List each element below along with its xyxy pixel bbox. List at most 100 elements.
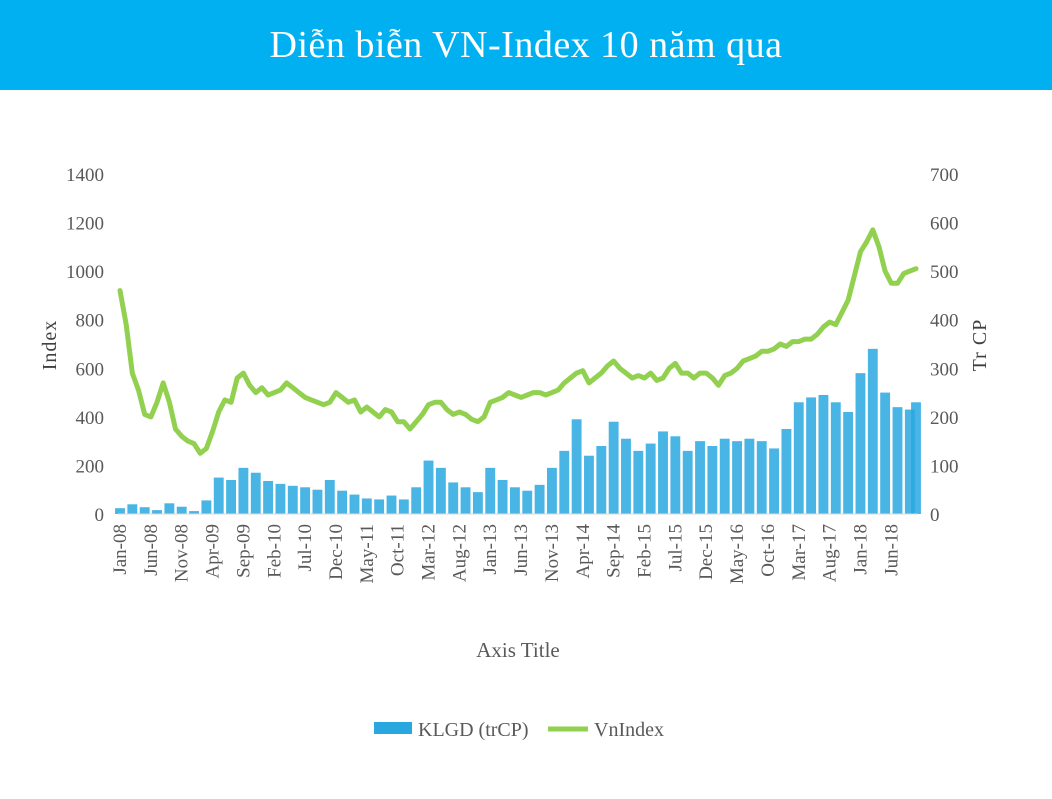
volume-bar <box>584 455 594 514</box>
x-tick-label: Jun-08 <box>141 524 162 576</box>
volume-bar <box>337 490 348 514</box>
volume-bar <box>769 448 780 514</box>
x-tick-label: Sep-09 <box>233 524 254 578</box>
left-tick-label: 200 <box>76 456 105 477</box>
volume-bar <box>793 402 804 514</box>
x-tick-label: Oct-11 <box>388 524 409 576</box>
volume-bar <box>732 441 742 514</box>
x-tick-label: Jul-10 <box>295 524 316 572</box>
volume-bars <box>115 348 921 514</box>
volume-bar <box>324 480 335 514</box>
volume-bar <box>250 472 261 514</box>
volume-bar <box>115 508 125 514</box>
right-tick-label: 200 <box>930 408 959 429</box>
x-tick-label: May-11 <box>357 524 378 583</box>
x-tick-label: Mar-17 <box>789 524 810 581</box>
volume-bar <box>398 499 409 514</box>
volume-bar <box>880 392 891 514</box>
volume-bar <box>806 397 817 514</box>
left-tick-label: 600 <box>76 359 105 380</box>
left-axis-ticks: 0 200 400 600 800 1000 1200 1400 <box>66 165 104 526</box>
volume-bar <box>435 467 446 514</box>
left-tick-label: 1200 <box>66 214 104 235</box>
volume-bar <box>843 412 854 514</box>
volume-bar <box>423 460 434 514</box>
volume-bar <box>855 373 866 514</box>
legend-index-label: VnIndex <box>594 719 664 741</box>
vnindex-line-layer <box>117 227 919 456</box>
x-tick-label: Nov-08 <box>172 524 193 582</box>
x-tick-label: Apr-14 <box>573 524 594 579</box>
volume-bar <box>571 419 582 514</box>
volume-bar <box>904 409 915 514</box>
x-tick-label: Jan-08 <box>110 524 131 575</box>
volume-bar <box>534 484 545 514</box>
volume-bar <box>287 485 298 514</box>
right-tick-label: 400 <box>930 311 959 332</box>
volume-bar <box>411 487 422 514</box>
x-tick-label: Apr-09 <box>203 524 224 579</box>
volume-bar <box>349 494 360 514</box>
chart-title: Diễn biễn VN-Index 10 năm qua <box>269 24 783 66</box>
volume-bar <box>781 429 792 514</box>
volume-bar <box>670 436 681 514</box>
volume-bar <box>201 500 212 514</box>
volume-bar <box>226 480 237 514</box>
volume-bar <box>830 402 841 514</box>
right-axis-title: Tr CP <box>969 319 991 372</box>
left-tick-label: 800 <box>76 311 105 332</box>
right-tick-label: 600 <box>930 214 959 235</box>
x-tick-label: May-16 <box>727 524 748 584</box>
legend-volume-swatch <box>374 722 412 734</box>
volume-bar <box>867 348 878 514</box>
right-tick-label: 100 <box>930 456 959 477</box>
volume-bar <box>164 503 175 514</box>
volume-bar <box>127 504 138 514</box>
left-tick-label: 1400 <box>66 165 104 186</box>
volume-bar <box>911 402 921 514</box>
vnindex-line <box>117 227 919 456</box>
volume-bar <box>645 443 656 514</box>
volume-bar <box>892 407 903 514</box>
volume-bar <box>596 446 607 514</box>
right-tick-label: 500 <box>930 262 959 283</box>
volume-bar <box>152 510 162 514</box>
x-tick-label: Jun-13 <box>511 524 532 576</box>
volume-bar <box>460 487 471 514</box>
x-tick-label: Nov-13 <box>542 524 563 582</box>
volume-bar <box>719 438 730 514</box>
volume-bar <box>312 489 323 514</box>
volume-bar <box>189 511 199 514</box>
x-tick-label: Jan-18 <box>850 524 871 575</box>
volume-bar <box>263 480 274 514</box>
volume-bar <box>139 507 150 514</box>
volume-bar <box>485 467 496 514</box>
left-axis-title: Index <box>39 320 61 371</box>
volume-bar <box>472 492 483 514</box>
x-tick-label: Oct-16 <box>758 524 779 577</box>
volume-bar <box>361 498 372 514</box>
volume-bar <box>374 499 385 514</box>
x-tick-label: Feb-15 <box>634 524 655 578</box>
right-axis-ticks: 0 100 200 300 400 500 600 700 <box>930 165 959 526</box>
volume-bar <box>633 450 644 514</box>
x-tick-label: Aug-17 <box>820 524 841 582</box>
volume-bar <box>547 467 557 514</box>
legend: KLGD (trCP) VnIndex <box>374 719 664 741</box>
title-banner: Diễn biễn VN-Index 10 năm qua <box>0 0 1052 90</box>
volume-bar <box>682 450 693 514</box>
volume-bar <box>695 441 705 514</box>
volume-bar <box>176 506 187 514</box>
volume-bar <box>213 477 224 514</box>
left-tick-label: 0 <box>95 505 105 526</box>
volume-bar <box>707 446 718 514</box>
volume-bar <box>559 450 570 514</box>
left-tick-label: 1000 <box>66 262 104 283</box>
volume-bar <box>658 431 668 514</box>
x-tick-label: Jul-15 <box>665 524 686 572</box>
left-tick-label: 400 <box>76 408 105 429</box>
volume-bar <box>386 495 397 514</box>
x-tick-label: Mar-12 <box>419 524 440 581</box>
volume-bar <box>744 438 755 514</box>
